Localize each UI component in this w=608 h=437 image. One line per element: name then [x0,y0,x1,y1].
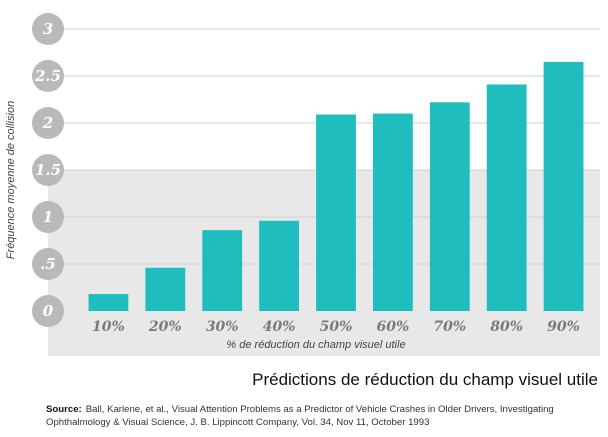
y-tick-label: 2 [42,114,53,132]
x-tick-label: 40% [263,319,296,335]
x-tick-label: 70% [433,319,466,335]
y-axis-label: Fréquence moyenne de collision [5,101,17,259]
bar [316,114,356,311]
y-tick-label: .5 [40,255,56,273]
y-tick-circle [32,60,64,92]
x-tick-label: 50% [320,319,353,335]
bar-chart: 0 .5 1 1.5 2 2.5 3 10% 20% 30% 40% 50% 60% 70% 80% 90%… [5,13,600,356]
x-tick-labels: 10% 20% 30% 40% 50% 60% 70% 80% 90% [92,319,580,335]
x-tick-label: 20% [148,319,182,335]
source-text: Ball, Karlene, et al., Visual Attention … [46,404,554,428]
y-tick-circle [32,201,64,233]
x-tick-label: 30% [206,319,239,335]
bar [259,220,300,311]
y-tick-circle [32,107,64,139]
bar [372,113,413,311]
x-tick-label: 80% [490,319,523,335]
bar [202,230,243,311]
y-tick-circle [32,154,64,186]
x-tick-label: 10% [92,319,125,335]
y-tick-label: 1 [43,208,53,226]
y-tick-label: 3 [43,20,53,38]
bar [429,102,470,311]
x-tick-label: 60% [376,319,409,335]
bar [88,294,129,311]
chart-title: Prédictions de réduction du champ visuel… [252,370,598,389]
bar [145,267,186,311]
y-tick-label: 0 [43,302,54,320]
bar [486,84,527,312]
bars [88,61,584,312]
y-tick-circle [32,248,64,280]
source-citation: Source: Ball, Karlene, et al., Visual Att… [46,403,602,429]
x-axis-label: % de réduction du champ visuel utile [226,339,405,351]
y-tick-circle [32,295,64,327]
y-tick-label: 2.5 [34,67,61,85]
x-tick-label: 90% [547,319,580,335]
y-tick-circle [32,13,64,45]
y-tick-label: 1.5 [35,161,61,179]
bar [543,61,584,312]
y-tick-labels: 0 .5 1 1.5 2 2.5 3 [32,13,64,327]
source-prefix: Source: [46,404,82,415]
